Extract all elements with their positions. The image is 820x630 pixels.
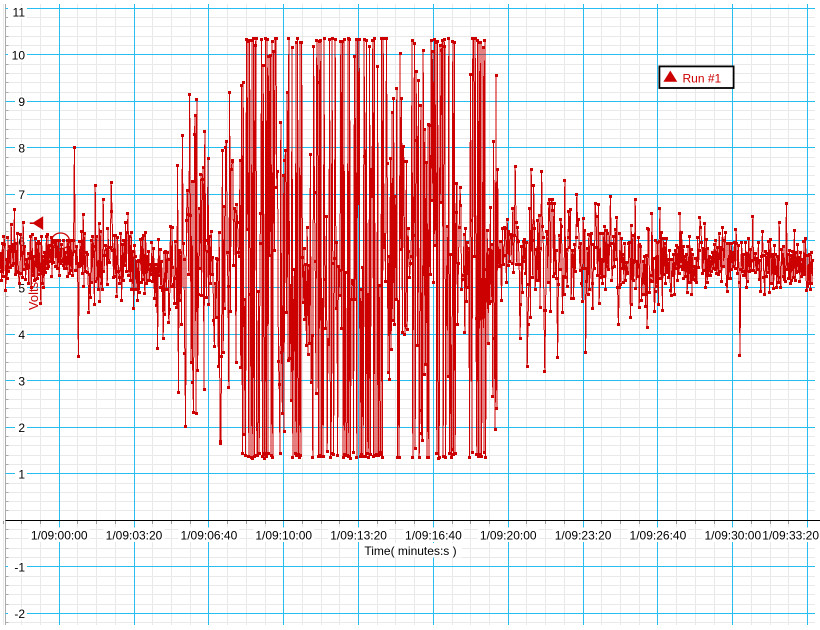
- svg-text:-1: -1: [14, 561, 25, 575]
- svg-text:1/09:00:00: 1/09:00:00: [31, 529, 88, 543]
- svg-text:3: 3: [18, 374, 25, 388]
- svg-text:4: 4: [18, 328, 25, 342]
- svg-text:11: 11: [13, 6, 26, 20]
- svg-text:6: 6: [18, 235, 25, 249]
- svg-text:Volts: Volts: [26, 281, 41, 310]
- svg-text:8: 8: [18, 142, 25, 156]
- svg-text:5: 5: [18, 281, 25, 295]
- svg-text:9: 9: [18, 95, 25, 109]
- svg-text:Run #1: Run #1: [683, 71, 722, 85]
- svg-text:1/09:30:00: 1/09:30:00: [704, 529, 761, 543]
- svg-text:-2: -2: [14, 607, 25, 621]
- svg-text:1/09:13:20: 1/09:13:20: [330, 529, 387, 543]
- svg-text:2: 2: [18, 421, 25, 435]
- svg-text:1/09:03:20: 1/09:03:20: [106, 529, 163, 543]
- svg-text:1/09:20:00: 1/09:20:00: [480, 529, 537, 543]
- svg-text:7: 7: [18, 188, 25, 202]
- svg-text:1: 1: [18, 468, 25, 482]
- svg-text:Time( minutes:s ): Time( minutes:s ): [364, 544, 456, 558]
- svg-text:1/09:10:00: 1/09:10:00: [255, 529, 312, 543]
- svg-text:1/09:26:40: 1/09:26:40: [630, 529, 687, 543]
- svg-text:10: 10: [12, 49, 26, 63]
- svg-text:1/09:33:20: 1/09:33:20: [762, 529, 819, 543]
- svg-text:1/09:23:20: 1/09:23:20: [555, 529, 612, 543]
- svg-text:1/09:16:40: 1/09:16:40: [405, 529, 462, 543]
- svg-text:1/09:06:40: 1/09:06:40: [181, 529, 238, 543]
